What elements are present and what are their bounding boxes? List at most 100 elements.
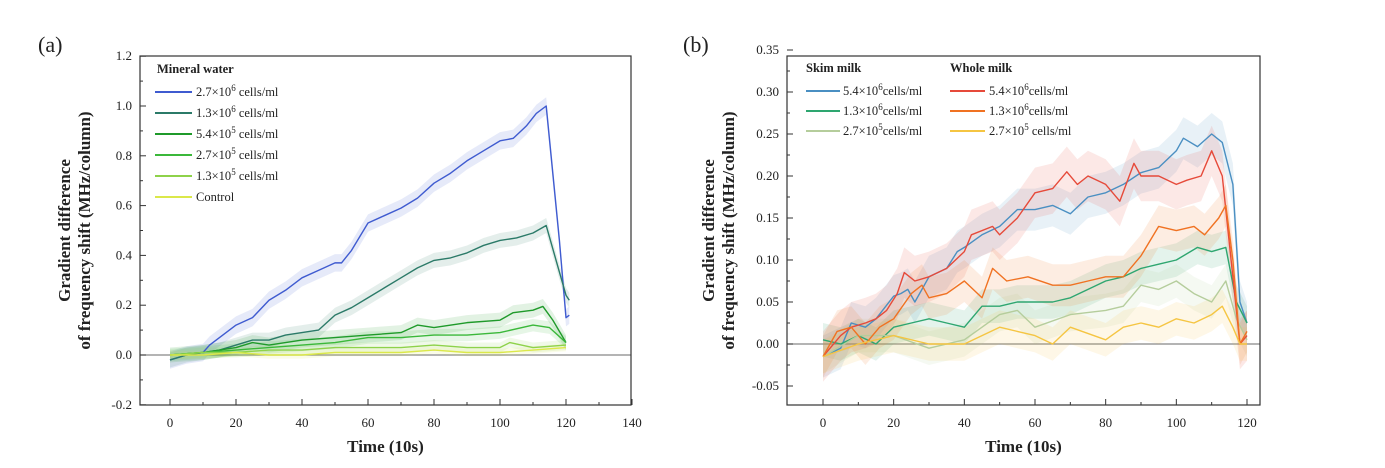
y-axis-title: of frequency shift (MHz/column) [719,111,738,349]
series-line [169,341,567,356]
series-error-band [823,113,1247,378]
y-tick-label: 0.10 [756,252,779,267]
series-error-band [823,264,1247,374]
legend-label-unit: cells/ml [883,104,923,118]
panel-a-label: (a) [38,32,62,57]
y-tick-label: 1.2 [116,48,132,63]
legend-label-unit: cells/ml [236,148,279,162]
series-error-band [170,218,570,368]
legend-label-exponent: 5 [231,167,236,177]
legend-label: 2.7×105 cells/ml [196,146,279,162]
legend-label-exponent: 5 [1024,122,1029,132]
series-line [169,305,567,356]
legend-label-base: 2.7×10 [989,124,1024,138]
series-error-band [823,230,1247,361]
legend-label-unit: cells/ml [1029,104,1069,118]
legend-label: 5.4×106cells/ml [843,82,923,98]
y-tick-label: 0.6 [116,198,133,213]
x-tick-label: 40 [296,415,309,430]
legend-label-exponent: 5 [231,146,236,156]
legend-label-unit: cells/ml [883,124,923,138]
y-tick-label: 0.00 [756,336,779,351]
y-tick-label: -0.05 [752,378,779,393]
series-line [169,224,570,361]
legend-label-exponent: 5 [878,122,883,132]
legend-label-base: 5.4×10 [196,127,231,141]
legend-label: 1.3×105 cells/ml [196,167,279,183]
y-axis-title: Gradient difference [699,159,718,302]
x-tick-label: 120 [1237,415,1257,430]
legend-label-exponent: 6 [231,83,236,93]
y-tick-label: 0.05 [756,294,779,309]
panel-b-chart: (b) 0 20 40 60 80 100 120 -0.05 0.00 0.05 0.10 0.15… [683,32,1261,456]
x-tick-label: 120 [556,415,576,430]
legend-title: Skim milk [806,61,861,75]
legend-label-base: 2.7×10 [196,148,231,162]
legend-label-base: 1.3×10 [989,104,1024,118]
series-error-band [823,125,1247,382]
legend-label: 2.7×105 cells/ml [989,122,1072,138]
series-line [822,246,1248,345]
y-tick-label: 0.20 [756,168,779,183]
x-tick-label: 20 [887,415,900,430]
legend-label: 5.4×106cells/ml [989,82,1069,98]
x-tick-label: 0 [820,415,827,430]
series-error-band [823,289,1247,374]
series-line [822,305,1247,358]
legend-label: 1.3×106 cells/ml [196,104,279,120]
y-tick-label: 0.4 [116,247,133,262]
y-tick-label: 0.8 [116,148,132,163]
legend-label-base: 2.7×10 [196,85,231,99]
legend-title: Mineral water [157,62,234,76]
legend-label: 1.3×106cells/ml [989,102,1069,118]
legend-label-base: 1.3×10 [843,104,878,118]
legend-label-base: 1.3×10 [196,106,231,120]
legend-label-unit: cells/ml [1029,84,1069,98]
y-tick-label: 0.30 [756,84,779,99]
series-line [822,280,1248,358]
legend-label-unit: cells/ml [236,106,279,120]
series-line [822,133,1248,358]
legend-label: 2.7×105cells/ml [843,122,923,138]
legend-label-base: 2.7×10 [843,124,878,138]
legend-title: Whole milk [950,61,1012,75]
y-tick-label: -0.2 [111,397,132,412]
legend-label-exponent: 6 [878,82,883,92]
series-line [170,346,567,356]
x-tick-label: 60 [362,415,375,430]
legend-label-base: Control [196,190,235,204]
x-axis-title: Time (10s) [347,437,424,456]
y-tick-label: 0.0 [116,347,132,362]
legend-label: Control [196,190,235,204]
y-axis-title: of frequency shift (MHz/column) [75,111,94,349]
legend-label-base: 5.4×10 [989,84,1024,98]
y-tick-label: 0.25 [756,126,779,141]
plot-area [169,97,570,369]
plot-frame [786,55,1261,406]
x-tick-label: 80 [1099,415,1112,430]
x-tick-label: 140 [622,415,642,430]
legend-label: 5.4×105 cells/ml [196,125,279,141]
series-line [169,324,567,356]
series-line [822,204,1248,357]
legend-label-unit: cells/ml [236,85,279,99]
legend-label-exponent: 6 [1024,82,1029,92]
panel-a-chart: (a) 0 20 40 60 80 100 120 140 -0.2 0.0 0.2 0.4 0.6 0.… [38,32,642,456]
legend-label-unit: cells/ml [236,169,279,183]
legend-label-unit: cells/ml [236,127,279,141]
legend-label-unit: cells/ml [883,84,923,98]
legend-label-base: 5.4×10 [843,84,878,98]
y-tick-label: 0.15 [756,210,779,225]
x-axis-title: Time (10s) [985,437,1062,456]
series-error-band [170,97,570,369]
legend-label-exponent: 6 [1024,102,1029,112]
plot-area [822,113,1248,382]
x-tick-label: 60 [1029,415,1042,430]
legend-label-base: 1.3×10 [196,169,231,183]
x-tick-label: 100 [490,415,510,430]
series-error-band [170,298,566,363]
x-tick-label: 80 [428,415,441,430]
panel-b-label: (b) [683,32,709,57]
legend-label-exponent: 5 [231,125,236,135]
